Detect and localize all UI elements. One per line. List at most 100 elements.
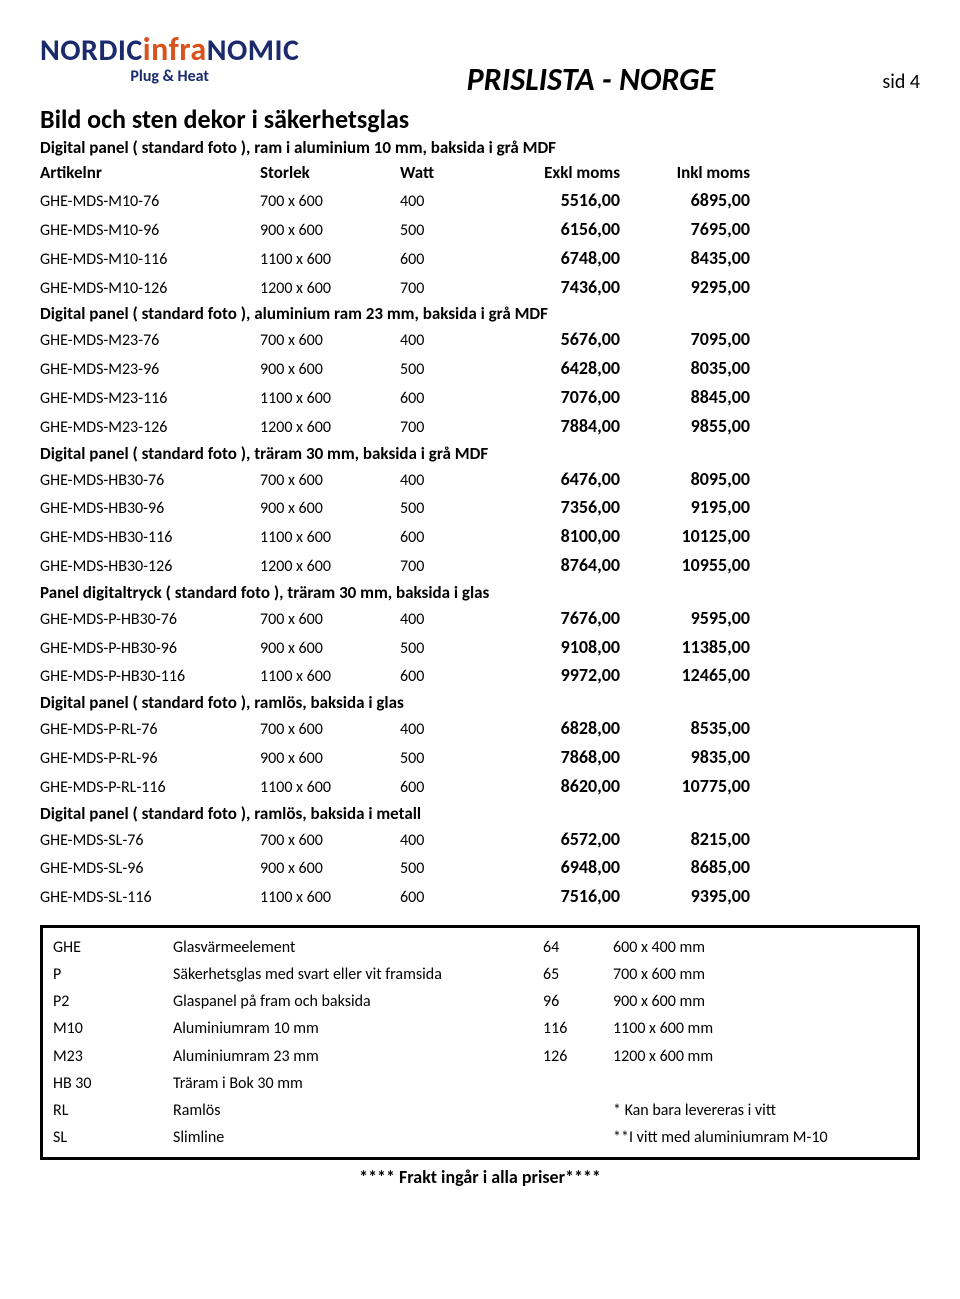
- price-row: GHE-MDS-P-HB30-1161100 x 6006009972,0012…: [40, 661, 920, 690]
- cell-incl: 9295,00: [620, 273, 750, 302]
- legend-num: [543, 1070, 613, 1097]
- cell-watt: 500: [400, 856, 470, 882]
- header: NORDICinfraNOMIC Plug & Heat PRISLISTA -…: [40, 30, 920, 99]
- section-heading: Digital panel ( standard foto ), ramlös,…: [40, 692, 920, 713]
- cell-incl: 12465,00: [620, 661, 750, 690]
- price-row: GHE-MDS-HB30-1161100 x 6006008100,001012…: [40, 522, 920, 551]
- section-heading: Digital panel ( standard foto ), ram i a…: [40, 137, 920, 158]
- logo-nordic: NORDIC: [40, 32, 143, 69]
- col-header-size: Storlek: [260, 159, 400, 186]
- cell-art: GHE-MDS-P-HB30-76: [40, 607, 260, 633]
- cell-size: 900 x 600: [260, 856, 400, 882]
- price-row: GHE-MDS-M10-76700 x 6004005516,006895,00: [40, 186, 920, 215]
- price-row: GHE-MDS-HB30-76700 x 6004006476,008095,0…: [40, 465, 920, 494]
- cell-art: GHE-MDS-HB30-96: [40, 496, 260, 522]
- price-row: GHE-MDS-P-RL-96900 x 6005007868,009835,0…: [40, 743, 920, 772]
- cell-size: 900 x 600: [260, 218, 400, 244]
- cell-art: GHE-MDS-SL-96: [40, 856, 260, 882]
- cell-watt: 500: [400, 636, 470, 662]
- cell-art: GHE-MDS-P-RL-96: [40, 746, 260, 772]
- cell-size: 1200 x 600: [260, 554, 400, 580]
- cell-excl: 6156,00: [470, 215, 620, 244]
- cell-art: GHE-MDS-P-HB30-96: [40, 636, 260, 662]
- cell-incl: 8035,00: [620, 354, 750, 383]
- cell-excl: 8100,00: [470, 522, 620, 551]
- cell-size: 1100 x 600: [260, 775, 400, 801]
- legend-num: 65: [543, 961, 613, 988]
- price-row: GHE-MDS-M10-96900 x 6005006156,007695,00: [40, 215, 920, 244]
- logo-main: NORDICinfraNOMIC: [40, 30, 299, 69]
- cell-art: GHE-MDS-SL-76: [40, 828, 260, 854]
- cell-size: 900 x 600: [260, 746, 400, 772]
- cell-incl: 10775,00: [620, 772, 750, 801]
- price-row: GHE-MDS-M10-1261200 x 6007007436,009295,…: [40, 273, 920, 302]
- cell-size: 1100 x 600: [260, 247, 400, 273]
- cell-incl: 8535,00: [620, 714, 750, 743]
- cell-size: 900 x 600: [260, 636, 400, 662]
- legend-row: M10Aluminiumram 10 mm1161100 x 600 mm: [53, 1015, 907, 1042]
- cell-art: GHE-MDS-M23-76: [40, 328, 260, 354]
- cell-excl: 7676,00: [470, 604, 620, 633]
- cell-watt: 400: [400, 189, 470, 215]
- cell-watt: 500: [400, 496, 470, 522]
- cell-excl: 8620,00: [470, 772, 620, 801]
- cell-size: 1100 x 600: [260, 664, 400, 690]
- cell-watt: 600: [400, 247, 470, 273]
- price-row: GHE-MDS-M23-1261200 x 6007007884,009855,…: [40, 412, 920, 441]
- cell-incl: 8435,00: [620, 244, 750, 273]
- column-header-row: ArtikelnrStorlekWattExkl momsInkl moms: [40, 159, 920, 186]
- cell-watt: 400: [400, 468, 470, 494]
- legend-desc: Ramlös: [173, 1097, 543, 1124]
- cell-watt: 700: [400, 554, 470, 580]
- legend-desc: Aluminiumram 10 mm: [173, 1015, 543, 1042]
- cell-incl: 7095,00: [620, 325, 750, 354]
- cell-incl: 7695,00: [620, 215, 750, 244]
- legend-code: GHE: [53, 934, 173, 961]
- price-row: GHE-MDS-P-HB30-96900 x 6005009108,001138…: [40, 633, 920, 662]
- cell-incl: 9195,00: [620, 493, 750, 522]
- cell-art: GHE-MDS-M10-96: [40, 218, 260, 244]
- logo-nomic: NOMIC: [207, 32, 300, 69]
- legend-row: M23Aluminiumram 23 mm1261200 x 600 mm: [53, 1043, 907, 1070]
- cell-art: GHE-MDS-HB30-76: [40, 468, 260, 494]
- section-heading: Digital panel ( standard foto ), alumini…: [40, 303, 920, 324]
- cell-watt: 700: [400, 415, 470, 441]
- cell-excl: 5516,00: [470, 186, 620, 215]
- price-row: GHE-MDS-HB30-1261200 x 6007008764,001095…: [40, 551, 920, 580]
- cell-watt: 400: [400, 828, 470, 854]
- cell-size: 1200 x 600: [260, 276, 400, 302]
- price-row: GHE-MDS-M23-1161100 x 6006007076,008845,…: [40, 383, 920, 412]
- col-header-excl: Exkl moms: [470, 159, 620, 186]
- cell-art: GHE-MDS-HB30-126: [40, 554, 260, 580]
- legend-desc: Säkerhetsglas med svart eller vit framsi…: [173, 961, 543, 988]
- legend-code: SL: [53, 1124, 173, 1151]
- cell-size: 700 x 600: [260, 717, 400, 743]
- footer: **** Frakt ingår i alla priser****: [40, 1166, 920, 1188]
- page: NORDICinfraNOMIC Plug & Heat PRISLISTA -…: [0, 0, 960, 1208]
- cell-art: GHE-MDS-M10-126: [40, 276, 260, 302]
- cell-incl: 11385,00: [620, 633, 750, 662]
- cell-size: 1100 x 600: [260, 525, 400, 551]
- cell-size: 700 x 600: [260, 328, 400, 354]
- cell-watt: 600: [400, 664, 470, 690]
- col-header-watt: Watt: [400, 159, 470, 186]
- legend-dim: **I vitt med aluminiumram M-10: [613, 1124, 907, 1151]
- section-heading: Panel digitaltryck ( standard foto ), tr…: [40, 582, 920, 603]
- cell-incl: 8685,00: [620, 853, 750, 882]
- cell-size: 900 x 600: [260, 357, 400, 383]
- cell-excl: 7516,00: [470, 882, 620, 911]
- title-block: PRISLISTA - NORGE: [299, 30, 882, 99]
- price-content: Digital panel ( standard foto ), ram i a…: [40, 137, 920, 911]
- legend-row: RLRamlös* Kan bara levereras i vitt: [53, 1097, 907, 1124]
- legend-desc: Aluminiumram 23 mm: [173, 1043, 543, 1070]
- cell-art: GHE-MDS-M23-96: [40, 357, 260, 383]
- cell-art: GHE-MDS-M23-126: [40, 415, 260, 441]
- logo-sub: Plug & Heat: [130, 67, 209, 86]
- legend-dim: 900 x 600 mm: [613, 988, 907, 1015]
- cell-excl: 9972,00: [470, 661, 620, 690]
- price-row: GHE-MDS-M23-96900 x 6005006428,008035,00: [40, 354, 920, 383]
- legend-desc: Slimline: [173, 1124, 543, 1151]
- legend-code: M23: [53, 1043, 173, 1070]
- cell-watt: 500: [400, 218, 470, 244]
- cell-art: GHE-MDS-M10-116: [40, 247, 260, 273]
